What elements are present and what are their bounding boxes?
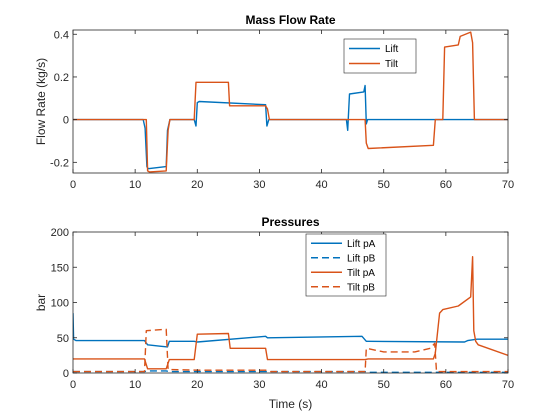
y-tick-label: 0 bbox=[63, 115, 69, 127]
x-tick-label: 60 bbox=[440, 379, 452, 391]
legend: Lift pA Lift pB Tilt pA Tilt pB bbox=[305, 233, 387, 297]
legend-label-tilt: Tilt bbox=[385, 59, 398, 70]
y-tick-label: 100 bbox=[51, 298, 69, 310]
legend-label-lift-pb: Lift pB bbox=[347, 253, 376, 264]
series-group bbox=[73, 256, 508, 373]
legend-box bbox=[305, 233, 387, 297]
y-tick-label: 200 bbox=[51, 227, 69, 239]
x-tick-label: 40 bbox=[315, 379, 327, 391]
y-tick-label: 0.2 bbox=[54, 72, 69, 84]
x-tick-label: 70 bbox=[502, 379, 514, 391]
x-tick-label: 70 bbox=[502, 179, 514, 191]
x-tick-label: 20 bbox=[191, 379, 203, 391]
chart-title: Pressures bbox=[261, 215, 319, 229]
x-tick-label: 0 bbox=[70, 179, 76, 191]
legend: Lift Tilt bbox=[343, 38, 417, 74]
plot-area bbox=[73, 232, 508, 373]
series-group bbox=[73, 31, 508, 173]
series-line-tilt-pb bbox=[73, 328, 508, 373]
x-tick-label: 30 bbox=[253, 379, 265, 391]
axes-box bbox=[72, 29, 509, 174]
series-line-tilt bbox=[73, 31, 508, 173]
y-tick-label: -0.2 bbox=[50, 157, 69, 169]
legend-label-tilt-pa: Tilt pA bbox=[347, 268, 375, 279]
y-axis-label: bar bbox=[34, 294, 48, 311]
x-tick-label: 50 bbox=[378, 179, 390, 191]
y-tick-label: 0 bbox=[63, 368, 69, 380]
legend-box bbox=[343, 38, 417, 74]
legend-label-lift-pa: Lift pA bbox=[347, 239, 376, 250]
x-axis-label: Time (s) bbox=[269, 397, 313, 411]
x-tick-label: 50 bbox=[378, 379, 390, 391]
y-tick-label: 150 bbox=[51, 262, 69, 274]
x-tick-label: 40 bbox=[315, 179, 327, 191]
legend-label-lift: Lift bbox=[385, 44, 399, 55]
x-tick-label: 20 bbox=[191, 179, 203, 191]
x-tick-label: 10 bbox=[129, 179, 141, 191]
pressures-chart: 0 10 20 30 40 50 60 70 0 50 100 150 200 Pressures bar T… bbox=[34, 215, 514, 411]
y-tick-label: 50 bbox=[57, 333, 69, 345]
series-line-lift-pa bbox=[73, 313, 508, 348]
legend-label-tilt-pb: Tilt pB bbox=[347, 282, 375, 293]
x-tick-label: 0 bbox=[70, 379, 76, 391]
series-line-tilt-pa bbox=[73, 256, 508, 370]
y-axis-label: Flow Rate (kg/s) bbox=[34, 58, 48, 145]
y-tick-label: 0.4 bbox=[54, 29, 69, 41]
x-tick-label: 10 bbox=[129, 379, 141, 391]
x-tick-label: 30 bbox=[253, 179, 265, 191]
x-tick-label: 60 bbox=[440, 179, 452, 191]
chart-title: Mass Flow Rate bbox=[245, 13, 335, 27]
